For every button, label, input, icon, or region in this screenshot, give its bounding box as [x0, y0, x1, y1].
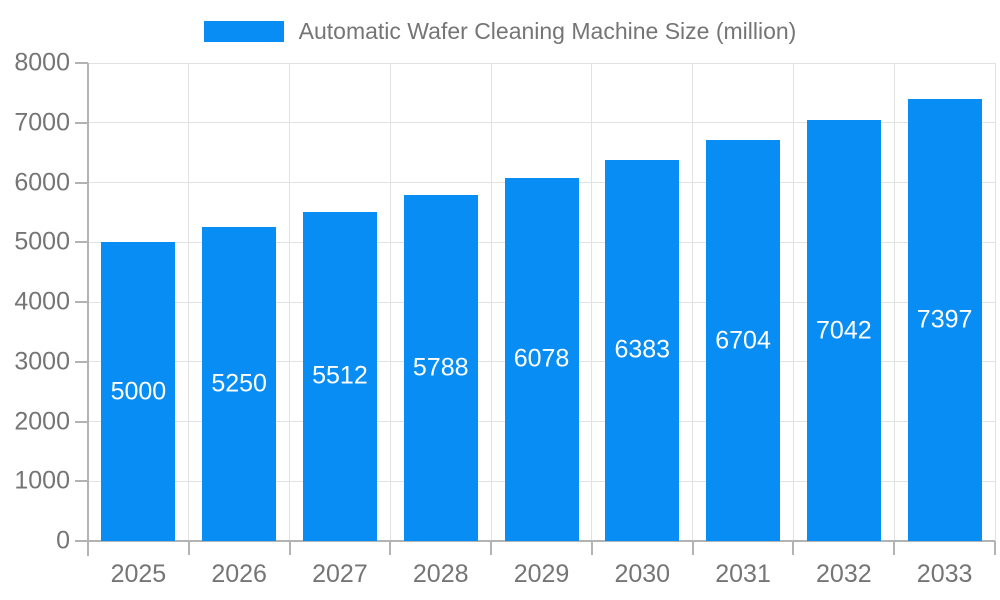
x-gridline	[792, 63, 794, 541]
y-tick	[75, 420, 88, 423]
x-tick	[490, 541, 493, 555]
y-tick	[75, 480, 88, 483]
bar[interactable]	[605, 159, 680, 541]
bar-value-label: 5512	[312, 361, 368, 390]
x-tick	[994, 541, 996, 555]
x-gridline	[389, 63, 391, 541]
bar[interactable]	[403, 195, 478, 541]
bar-value-label: 7042	[816, 316, 872, 345]
y-axis-tick-label: 7000	[14, 108, 70, 137]
x-tick	[691, 541, 694, 555]
x-axis-tick-label: 2025	[110, 560, 167, 588]
x-tick	[792, 541, 795, 555]
legend-swatch-icon	[203, 21, 284, 42]
y-axis-tick-label: 1000	[14, 466, 70, 495]
y-axis-tick-label: 4000	[14, 287, 70, 316]
x-gridline	[490, 63, 492, 541]
bar[interactable]	[504, 177, 579, 541]
y-axis-tick-label: 3000	[14, 347, 70, 376]
x-tick	[590, 541, 593, 555]
bar-value-label: 6383	[614, 335, 671, 364]
bar[interactable]	[302, 211, 377, 541]
x-gridline	[893, 63, 895, 541]
bar-value-label: 6078	[513, 344, 570, 373]
x-axis-tick-label: 2027	[312, 560, 368, 588]
y-axis-tick-label: 5000	[14, 227, 70, 256]
x-tick	[87, 541, 89, 555]
y-axis-tick-label: 0	[56, 526, 70, 555]
x-axis-line	[75, 540, 995, 542]
bar[interactable]	[202, 227, 277, 541]
x-tick	[288, 541, 291, 555]
x-gridline	[188, 63, 190, 541]
bar[interactable]	[101, 242, 176, 541]
x-axis-tick-label: 2029	[513, 560, 570, 588]
bar[interactable]	[907, 99, 982, 541]
y-axis-tick-label: 2000	[14, 407, 70, 435]
x-axis-tick-label: 2026	[211, 560, 267, 588]
bar-value-label: 7397	[916, 305, 973, 334]
y-axis-tick-label: 6000	[14, 168, 70, 196]
x-gridline	[692, 63, 694, 541]
y-gridline	[88, 62, 995, 64]
y-tick	[75, 301, 88, 303]
x-tick	[893, 541, 896, 555]
bar-value-label: 5788	[412, 353, 469, 382]
x-axis-tick-label: 2032	[816, 560, 872, 588]
y-tick	[75, 121, 88, 124]
x-gridline	[591, 63, 593, 541]
y-tick	[75, 241, 88, 244]
y-axis-tick-label: 8000	[14, 48, 70, 77]
bar[interactable]	[706, 140, 781, 541]
y-gridline	[88, 122, 995, 124]
x-gridline	[289, 63, 291, 541]
bar-value-label: 5000	[110, 377, 167, 406]
x-axis-tick-label: 2028	[412, 560, 469, 588]
bar-value-label: 5250	[211, 369, 267, 398]
x-axis-tick-label: 2033	[916, 560, 973, 588]
x-axis-tick-label: 2031	[715, 560, 771, 588]
y-axis-line	[87, 63, 89, 556]
bar-value-label: 6704	[715, 326, 771, 355]
y-tick	[75, 181, 88, 184]
bar[interactable]	[806, 120, 881, 541]
y-tick	[75, 62, 88, 64]
x-tick	[389, 541, 392, 555]
chart-legend[interactable]: Automatic Wafer Cleaning Machine Size (m…	[0, 18, 1000, 45]
x-gridline	[994, 63, 996, 541]
x-tick	[187, 541, 190, 555]
legend-label: Automatic Wafer Cleaning Machine Size (m…	[298, 18, 797, 44]
x-axis-tick-label: 2030	[614, 560, 671, 588]
y-tick	[75, 360, 88, 363]
